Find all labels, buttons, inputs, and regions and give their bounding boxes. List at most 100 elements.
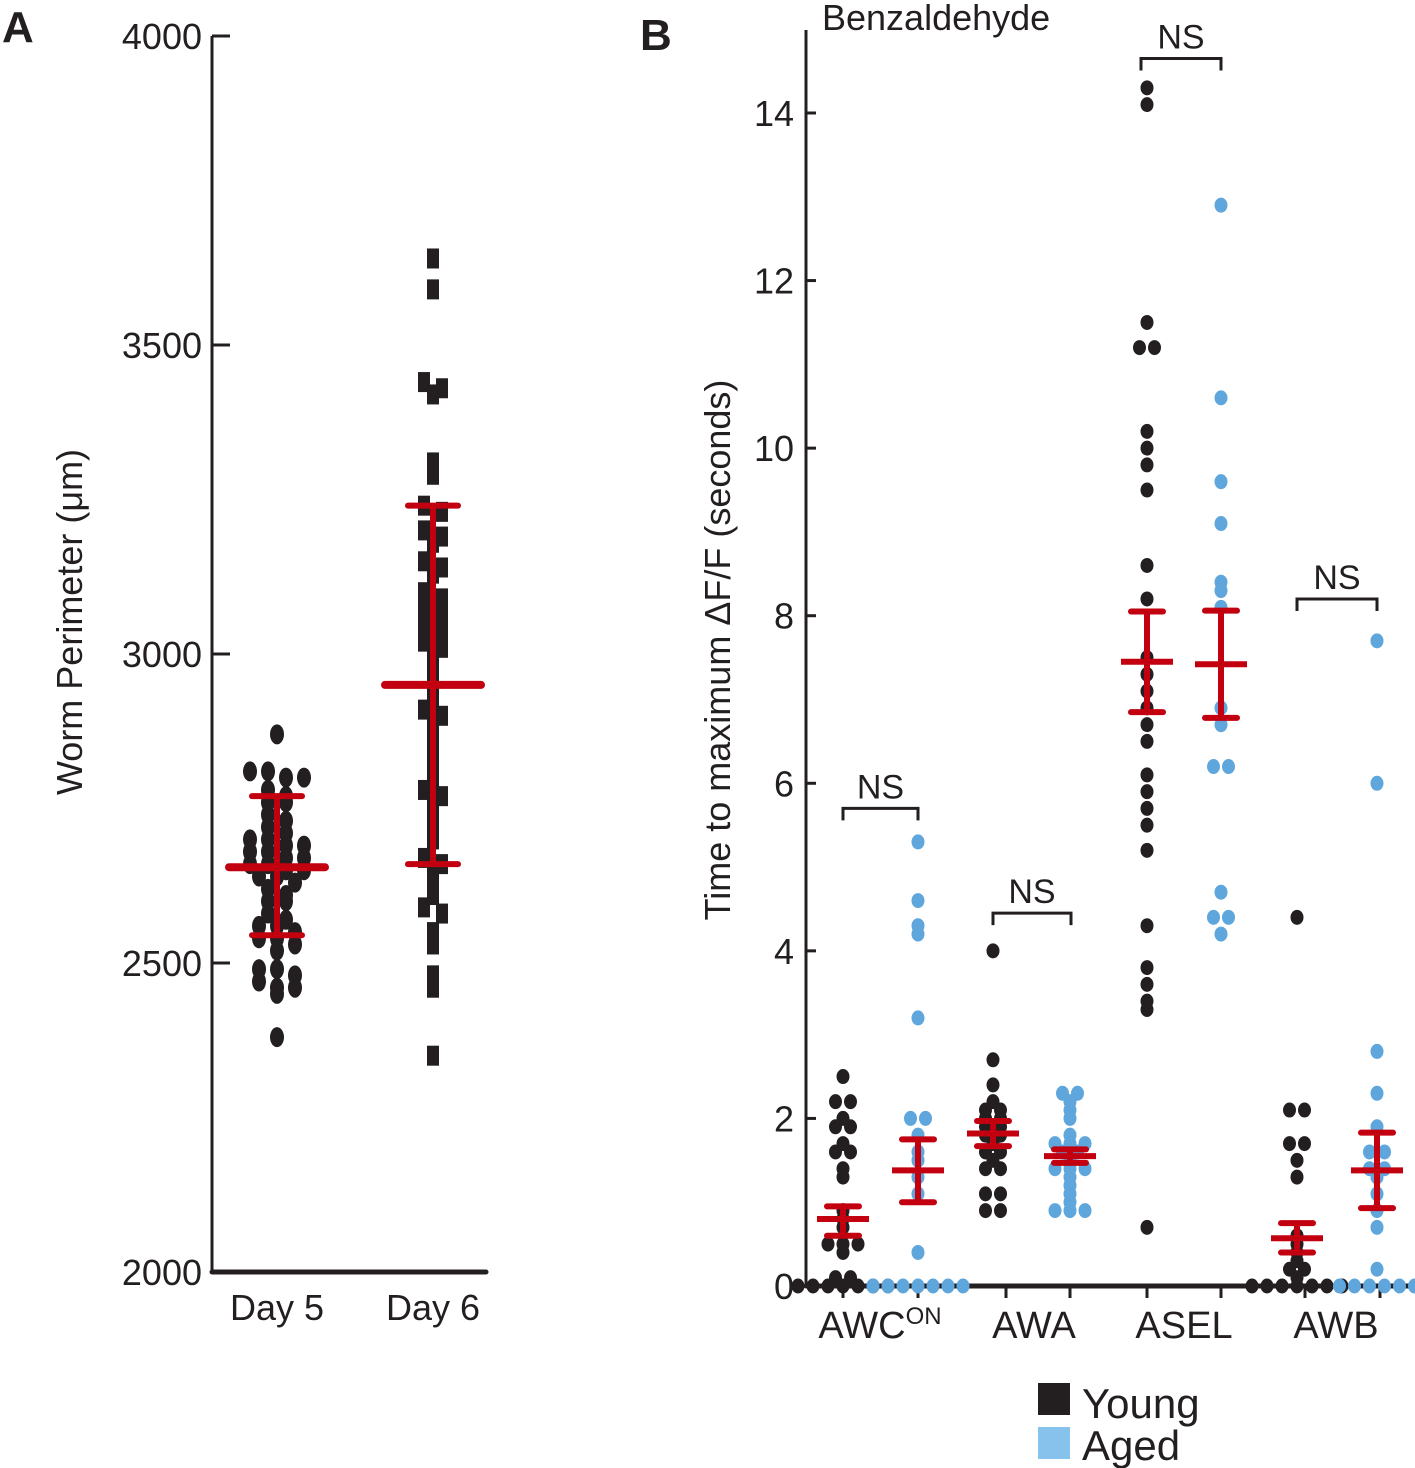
panel-a-y-tick-label: 3500	[122, 325, 202, 366]
data-point-young	[979, 1161, 992, 1177]
data-point-square	[427, 248, 439, 269]
data-point-aged	[1393, 1278, 1406, 1294]
data-point-square	[427, 464, 439, 485]
panel-b-y-tick-label: 4	[774, 931, 794, 972]
data-point-aged	[926, 1278, 940, 1294]
data-point-aged	[1378, 1144, 1391, 1160]
data-point-aged	[1370, 1085, 1384, 1101]
data-point-young	[994, 1186, 1007, 1202]
data-point-young	[829, 1119, 842, 1135]
data-point-young	[836, 1244, 850, 1260]
data-point-young	[844, 1144, 857, 1160]
data-point-aged	[1048, 1203, 1062, 1219]
panel-a-category-label: Day 6	[386, 1287, 480, 1328]
panel-a-y-tick-label: 2500	[122, 943, 202, 984]
panel-b-category-label: ASEL	[1135, 1305, 1232, 1347]
significance-bracket	[991, 911, 1073, 926]
data-point-young	[1140, 423, 1154, 439]
data-point-young	[836, 1278, 850, 1294]
data-point-aged	[1207, 909, 1220, 925]
data-point-young	[1140, 591, 1154, 607]
data-point-young	[1140, 557, 1154, 573]
data-point-young	[1140, 482, 1154, 498]
data-point-aged	[1370, 1261, 1384, 1277]
data-point-circle	[288, 977, 302, 998]
data-point-young	[851, 1278, 865, 1294]
data-point-circle	[261, 761, 275, 782]
data-point-square	[427, 934, 439, 955]
panel-a-y-tick-label: 2000	[122, 1252, 202, 1293]
data-point-young	[1140, 1002, 1154, 1018]
panel-b-y-tick-label: 8	[774, 596, 794, 637]
data-point-aged	[1214, 884, 1228, 900]
data-point-young	[1298, 1136, 1311, 1152]
panel-a-y-tick-label: 4000	[122, 16, 202, 57]
data-point-young	[1140, 80, 1154, 96]
data-point-young	[994, 1161, 1007, 1177]
data-point-circle	[270, 983, 284, 1004]
panel-a-y-ticks: 2000 2500 3000 3500 4000	[122, 16, 230, 1293]
data-point-young	[1148, 340, 1161, 356]
data-point-young	[791, 1278, 805, 1294]
data-point-young	[836, 1069, 850, 1085]
data-point-aged	[911, 1010, 925, 1026]
data-point-aged	[1370, 1219, 1384, 1235]
data-point-young	[1290, 1278, 1304, 1294]
data-point-circle	[279, 891, 293, 912]
data-point-aged	[911, 834, 925, 850]
panel-b-category-label: AWCON	[818, 1303, 941, 1347]
data-point-square	[436, 588, 448, 609]
data-point-circle	[288, 934, 302, 955]
data-point-young	[1298, 1102, 1311, 1118]
panel-b-error-bars	[817, 607, 1403, 1256]
data-point-young	[1140, 97, 1154, 113]
panel-b-y-axis-title: Time to maximum ΔF/F (seconds)	[697, 380, 738, 921]
data-point-young	[829, 1144, 842, 1160]
data-point-aged	[896, 1278, 910, 1294]
panel-b-title: Benzaldehyde	[822, 0, 1050, 38]
data-point-young	[1290, 909, 1304, 925]
panel-b-category-label: AWB	[1293, 1305, 1378, 1347]
data-point-aged	[1214, 390, 1228, 406]
panel-b-axes	[803, 30, 1415, 1298]
data-point-square	[418, 699, 430, 720]
data-point-circle	[243, 761, 257, 782]
data-point-aged	[1214, 926, 1228, 942]
data-point-young	[994, 1203, 1007, 1219]
data-point-young	[1140, 918, 1154, 934]
panel-b-y-tick-label: 10	[754, 428, 794, 469]
data-point-aged	[1214, 197, 1228, 213]
data-point-circle	[252, 866, 266, 887]
data-point-aged	[1207, 759, 1220, 775]
significance-label: NS	[1313, 559, 1360, 597]
panel-b-significance-brackets: NS NS NS NS	[841, 19, 1379, 926]
data-point-circle	[270, 724, 284, 745]
panel-b-y-tick-label: 0	[774, 1266, 794, 1307]
data-point-young	[1140, 767, 1154, 783]
significance-bracket	[1139, 57, 1223, 71]
data-point-circle	[261, 903, 275, 924]
data-point-young	[986, 1052, 1000, 1068]
data-point-aged	[904, 1110, 917, 1126]
panel-b-x-categories: AWCON AWA ASEL AWB	[818, 1303, 1378, 1347]
data-point-young	[1320, 1278, 1334, 1294]
data-point-circle	[279, 767, 293, 788]
data-point-aged	[911, 1244, 925, 1260]
significance-bracket	[1295, 597, 1379, 611]
data-point-young	[1140, 800, 1154, 816]
data-point-square	[418, 582, 430, 603]
panel-a-category-label: Day 5	[230, 1287, 324, 1328]
data-point-young	[1140, 457, 1154, 473]
data-point-young	[979, 1186, 992, 1202]
data-point-young	[1140, 717, 1154, 733]
data-point-aged	[1214, 474, 1228, 490]
data-point-aged	[1333, 1278, 1346, 1294]
data-point-aged	[911, 1278, 925, 1294]
legend: Young Aged	[1038, 1380, 1200, 1468]
data-point-aged	[1363, 1278, 1376, 1294]
data-point-young	[844, 1119, 857, 1135]
data-point-young	[836, 1169, 850, 1185]
data-point-aged	[919, 1110, 932, 1126]
data-point-young	[1290, 1152, 1304, 1168]
data-point-aged	[1222, 759, 1235, 775]
